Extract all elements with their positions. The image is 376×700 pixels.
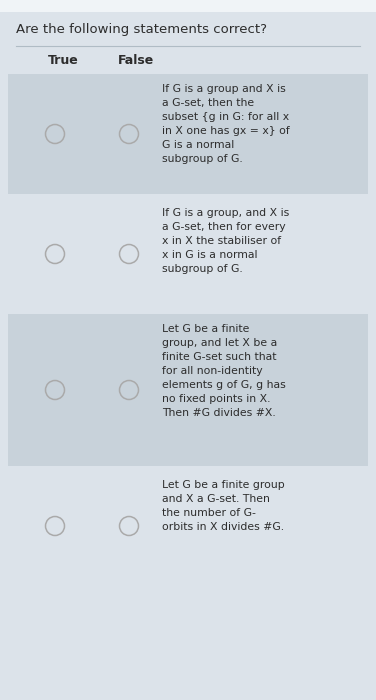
Circle shape	[45, 517, 65, 536]
Text: Let G be a finite group
and X a G-set. Then
the number of G-
orbits in X divides: Let G be a finite group and X a G-set. T…	[162, 480, 285, 532]
Text: If G is a group and X is
a G-set, then the
subset {g in G: for all x
in X one ha: If G is a group and X is a G-set, then t…	[162, 84, 290, 164]
Text: Are the following statements correct?: Are the following statements correct?	[16, 24, 267, 36]
Circle shape	[120, 244, 138, 263]
Circle shape	[120, 517, 138, 536]
FancyBboxPatch shape	[8, 198, 368, 310]
Text: If G is a group, and X is
a G-set, then for every
x in X the stabiliser of
x in : If G is a group, and X is a G-set, then …	[162, 208, 289, 274]
Circle shape	[45, 244, 65, 263]
FancyBboxPatch shape	[0, 0, 376, 12]
Circle shape	[120, 125, 138, 144]
FancyBboxPatch shape	[8, 314, 368, 466]
FancyBboxPatch shape	[8, 74, 368, 194]
Circle shape	[120, 381, 138, 400]
Circle shape	[45, 381, 65, 400]
FancyBboxPatch shape	[8, 12, 368, 694]
Text: False: False	[118, 53, 154, 66]
FancyBboxPatch shape	[8, 470, 368, 582]
Circle shape	[45, 125, 65, 144]
Text: True: True	[48, 53, 79, 66]
Text: Let G be a finite
group, and let X be a
finite G-set such that
for all non-ident: Let G be a finite group, and let X be a …	[162, 324, 286, 418]
